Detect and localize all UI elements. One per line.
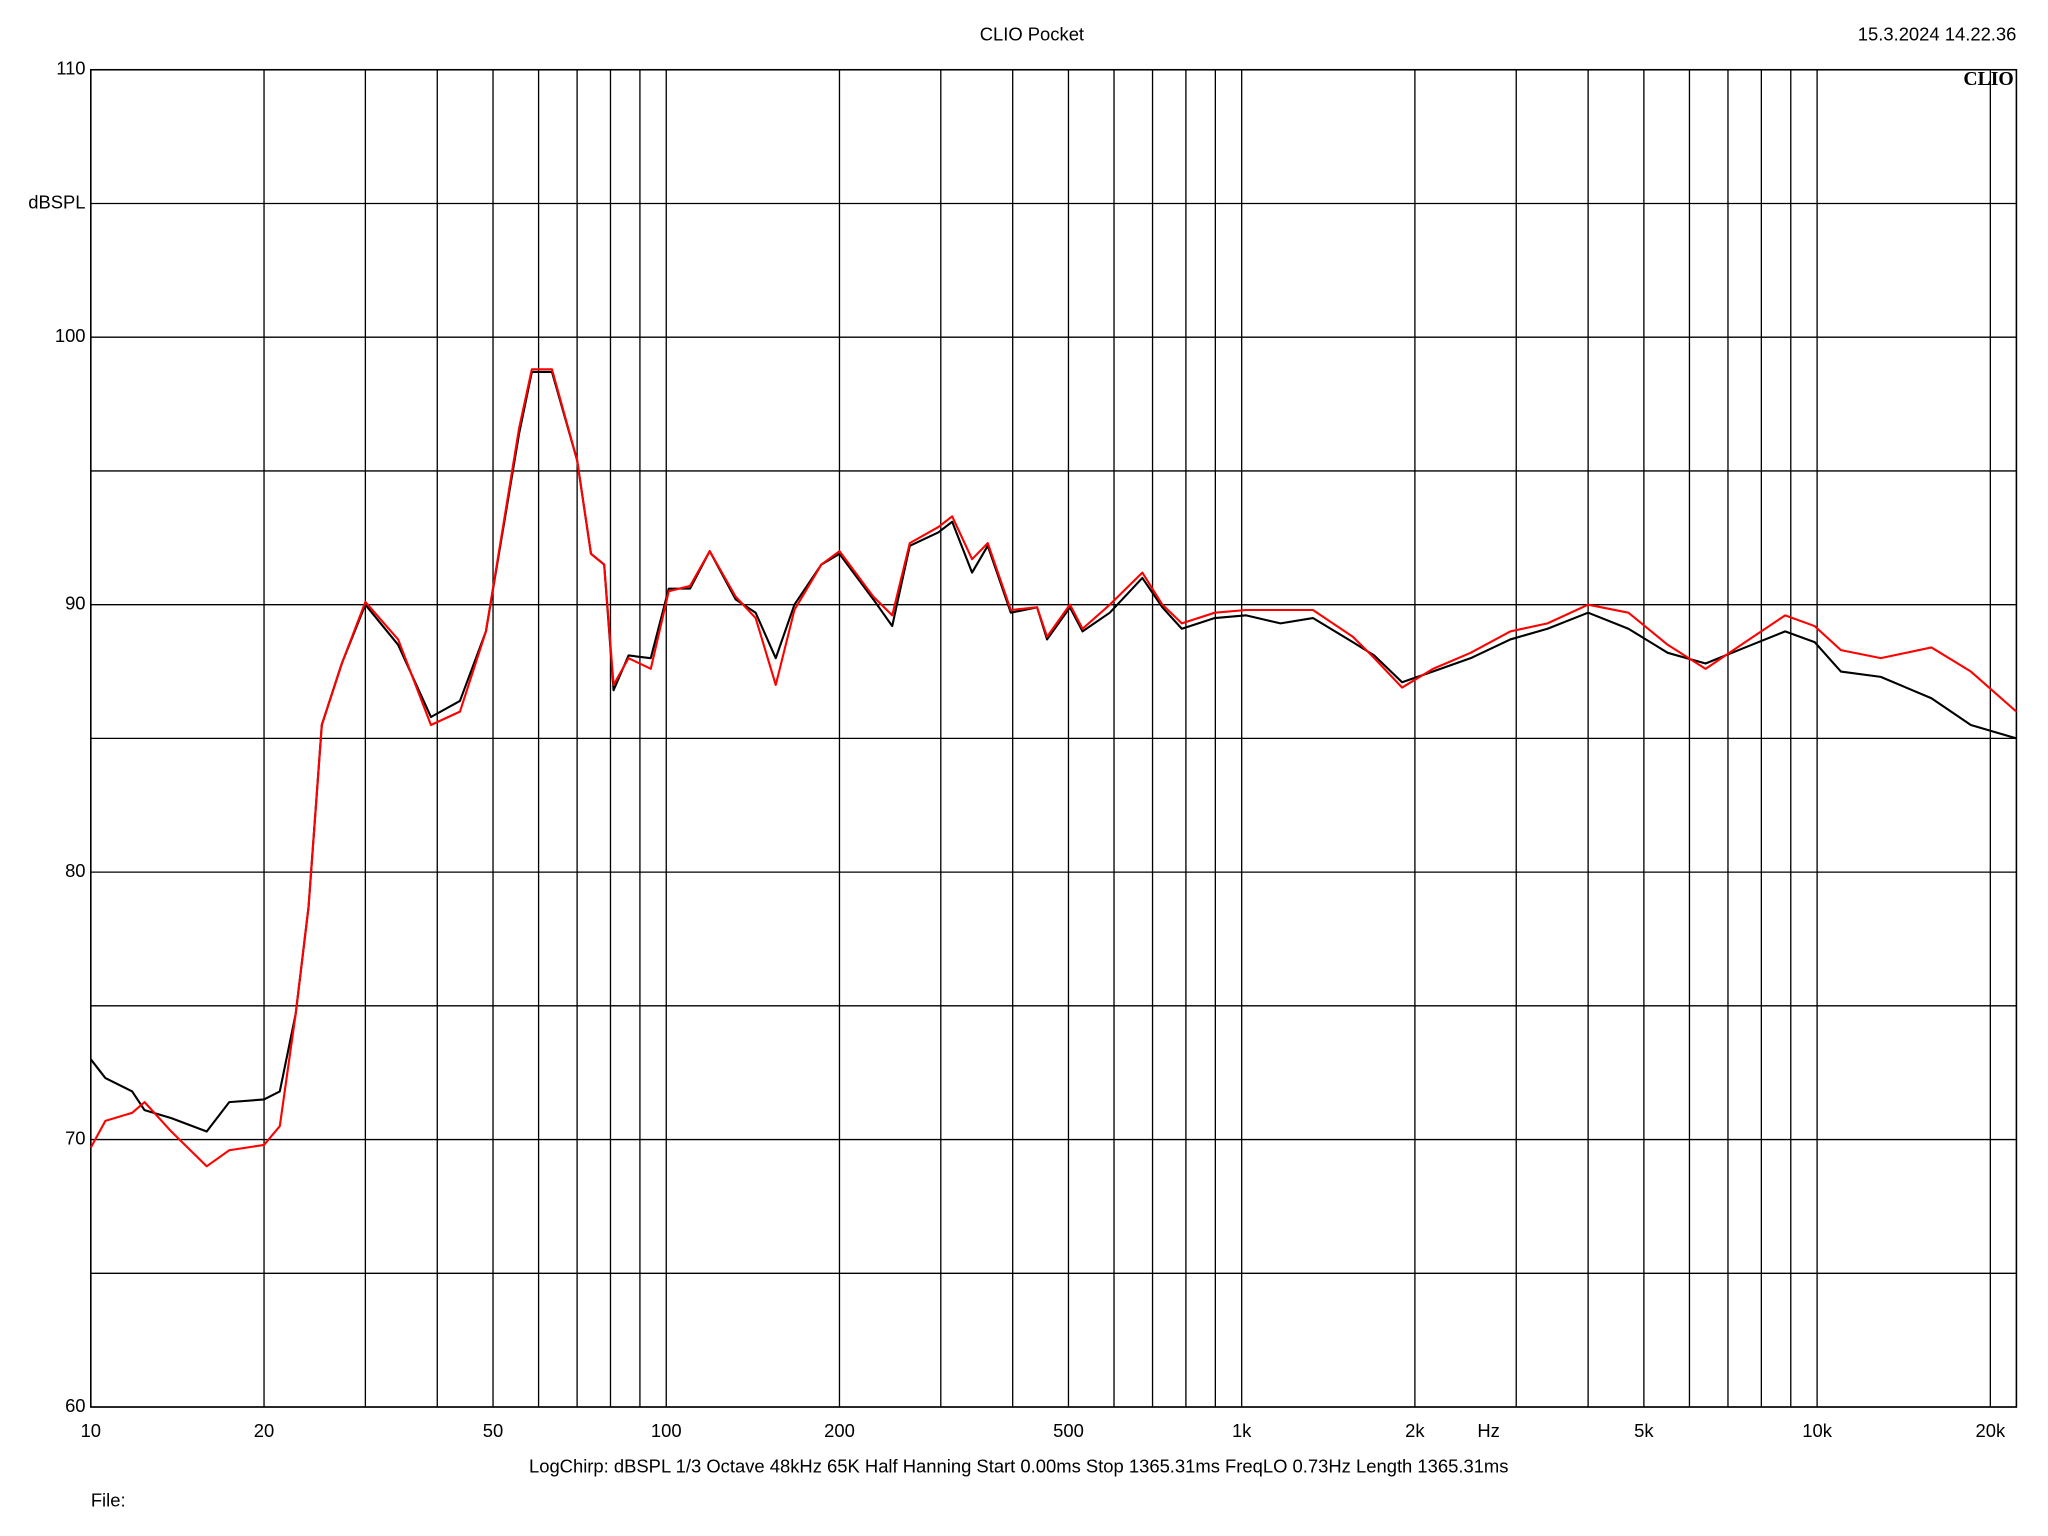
x-tick-label: 200 (824, 1420, 855, 1441)
y-axis-label: dBSPL (28, 191, 85, 212)
x-tick-label: 20k (1975, 1420, 2005, 1441)
x-tick-label: 5k (1634, 1420, 1654, 1441)
x-tick-label: 100 (651, 1420, 682, 1441)
chart-title: CLIO Pocket (980, 23, 1084, 44)
y-tick-label: 70 (65, 1127, 85, 1148)
x-tick-label: 2k (1405, 1420, 1425, 1441)
y-tick-label: 80 (65, 860, 85, 881)
x-tick-label: 500 (1053, 1420, 1084, 1441)
y-tick-label: 100 (55, 325, 86, 346)
x-axis-label: Hz (1477, 1420, 1500, 1441)
x-tick-label: 20 (254, 1420, 274, 1441)
y-tick-label: 110 (56, 58, 85, 79)
x-tick-label: 1k (1232, 1420, 1252, 1441)
file-label: File: (91, 1490, 126, 1511)
y-tick-label: 90 (65, 593, 85, 614)
lines (89, 368, 2018, 1168)
logo: CLIO (1963, 68, 2013, 90)
settings: LogChirp: dBSPL 1/3 Octave 48kHz 65K Hal… (529, 1455, 1509, 1476)
x-tick-label: 50 (483, 1420, 503, 1441)
y-tick-label: 60 (65, 1395, 85, 1416)
x-tick-label: 10k (1802, 1420, 1832, 1441)
grid (90, 69, 2017, 1408)
series-line (89, 368, 2018, 1168)
timestamp: 15.3.2024 14.22.36 (1858, 23, 2017, 44)
x-tick-label: 10 (81, 1420, 101, 1441)
